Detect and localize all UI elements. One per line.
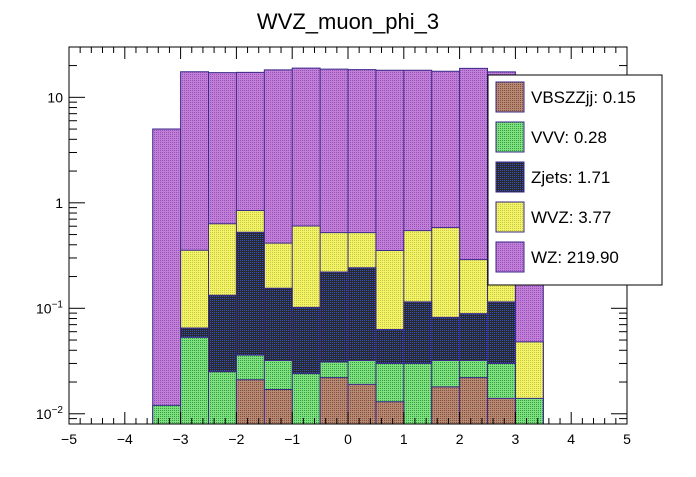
legend-entry-zjets: Zjets: 1.71 bbox=[495, 161, 610, 193]
bar-vvv-bin-0 bbox=[152, 405, 181, 424]
outline-wz bbox=[152, 67, 544, 424]
bar-vvv-bin-5 bbox=[292, 373, 321, 424]
x-tick-label: −5 bbox=[61, 431, 77, 447]
legend-entry-wvz: WVZ: 3.77 bbox=[495, 201, 611, 233]
y-tick-exponent: −1 bbox=[52, 299, 64, 310]
x-tick-label: −2 bbox=[228, 431, 244, 447]
bar-vvv-bin-2 bbox=[208, 371, 237, 424]
x-tick-label: −3 bbox=[173, 431, 189, 447]
x-tick-label: 5 bbox=[623, 431, 631, 447]
x-tick-label: 3 bbox=[512, 431, 520, 447]
x-axis: −5 −4 −3 −2 −1 0 1 2 3 4 5 bbox=[61, 47, 631, 447]
bar-vbszzjj-bin-7 bbox=[348, 384, 376, 424]
legend-entry-vvv: VVV: 0.28 bbox=[495, 121, 607, 153]
bar-vbszzjj-bin-11 bbox=[459, 377, 488, 424]
bar-vbszzjj-bin-8 bbox=[375, 401, 404, 424]
legend-entry-wz: WZ: 219.90 bbox=[495, 241, 619, 273]
y-tick-base: 10 bbox=[47, 89, 63, 105]
legend-entry-vbszzjj: VBSZZjj: 0.15 bbox=[495, 81, 636, 113]
y-tick-base: 10 bbox=[36, 406, 52, 422]
outline-vbszzjj bbox=[235, 377, 516, 424]
chart-title: WVZ_muon_phi_3 bbox=[257, 9, 439, 34]
y-tick-label: 1 bbox=[55, 195, 63, 211]
legend-label: WZ: 219.90 bbox=[531, 248, 619, 267]
bar-vbszzjj-bin-3 bbox=[236, 379, 265, 424]
y-tick-base: 10 bbox=[36, 300, 52, 316]
y-tick-label: 10−1 bbox=[36, 299, 63, 316]
legend-swatch bbox=[495, 201, 525, 233]
legend-swatch bbox=[495, 121, 525, 153]
x-tick-label: 1 bbox=[400, 431, 408, 447]
legend-label: Zjets: 1.71 bbox=[531, 168, 610, 187]
legend-swatch bbox=[495, 241, 525, 273]
legend-label: VVV: 0.28 bbox=[531, 128, 607, 147]
bar-vbszzjj-bin-12 bbox=[487, 398, 516, 424]
series-vbszzjj bbox=[235, 377, 516, 424]
x-tick-label: −1 bbox=[284, 431, 300, 447]
bar-vvv-bin-13 bbox=[515, 398, 544, 424]
bar-vvv-bin-9 bbox=[403, 363, 432, 424]
legend-label: VBSZZjj: 0.15 bbox=[531, 88, 636, 107]
legend-swatch bbox=[495, 81, 525, 113]
bar-vbszzjj-bin-10 bbox=[431, 386, 460, 424]
bar-vbszzjj-bin-4 bbox=[264, 389, 293, 424]
bar-wz-bin-0 bbox=[152, 128, 181, 424]
y-tick-exponent: −2 bbox=[52, 405, 64, 416]
x-tick-label: 4 bbox=[567, 431, 575, 447]
outline-vvv bbox=[152, 336, 544, 424]
y-tick-label: 10−2 bbox=[36, 405, 63, 422]
x-tick-label: −4 bbox=[117, 431, 133, 447]
bar-vbszzjj-bin-6 bbox=[320, 377, 348, 424]
bar-vvv-bin-1 bbox=[180, 337, 209, 424]
legend-entries: VBSZZjj: 0.15 VVV: 0.28 Zjets: 1.71 WVZ: 3.… bbox=[495, 81, 636, 273]
legend-label: WVZ: 3.77 bbox=[531, 208, 611, 227]
y-tick-label: 10 bbox=[47, 89, 63, 105]
histogram-bars bbox=[152, 67, 544, 425]
legend: VBSZZjj: 0.15 VVV: 0.28 Zjets: 1.71 WVZ: 3.… bbox=[487, 74, 663, 286]
outline-zjets bbox=[180, 231, 516, 424]
legend-swatch bbox=[495, 161, 525, 193]
y-tick-base: 1 bbox=[55, 195, 63, 211]
x-tick-label: 0 bbox=[344, 431, 352, 447]
x-tick-label: 2 bbox=[456, 431, 464, 447]
